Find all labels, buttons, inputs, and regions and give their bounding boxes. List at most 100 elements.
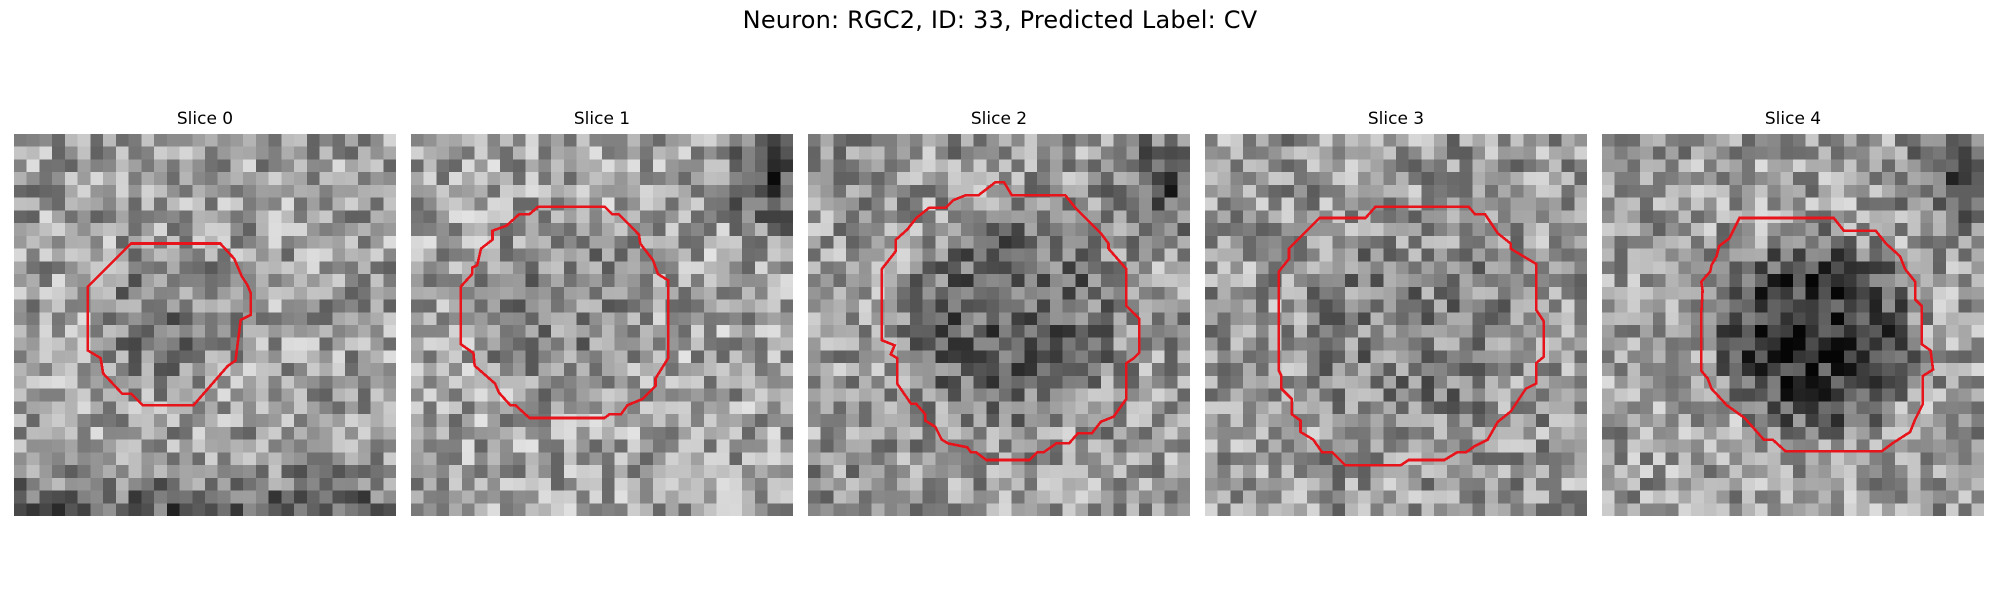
pixel	[897, 312, 910, 325]
pixel	[961, 503, 974, 516]
pixel	[1307, 338, 1320, 351]
pixel	[1844, 274, 1857, 287]
pixel	[1371, 478, 1384, 491]
pixel	[1511, 440, 1524, 453]
pixel	[192, 210, 205, 223]
pixel	[294, 185, 307, 198]
pixel	[538, 147, 551, 160]
pixel	[768, 465, 781, 478]
pixel	[52, 236, 65, 249]
pixel	[39, 325, 52, 338]
pixel	[961, 261, 974, 274]
pixel	[294, 389, 307, 402]
pixel	[1742, 338, 1755, 351]
pixel	[1332, 147, 1345, 160]
pixel	[281, 210, 294, 223]
pixel	[615, 185, 628, 198]
pixel	[269, 210, 282, 223]
pixel	[1294, 478, 1307, 491]
pixel	[1230, 198, 1243, 211]
pixel	[1755, 172, 1768, 185]
pixel	[910, 287, 923, 300]
pixel	[1959, 159, 1972, 172]
pixel	[180, 261, 193, 274]
pixel	[1460, 134, 1473, 147]
pixel	[1218, 389, 1231, 402]
pixel	[103, 159, 116, 172]
pixel	[1294, 312, 1307, 325]
pixel	[383, 134, 396, 147]
pixel	[1717, 427, 1730, 440]
pixel	[1895, 401, 1908, 414]
pixel	[167, 427, 180, 440]
pixel	[14, 159, 27, 172]
pixel	[1050, 249, 1063, 262]
pixel	[1895, 363, 1908, 376]
pixel	[1574, 287, 1587, 300]
pixel	[1653, 147, 1666, 160]
pixel	[424, 389, 437, 402]
pixel	[500, 134, 513, 147]
pixel	[1536, 376, 1549, 389]
pixel	[1243, 325, 1256, 338]
pixel	[103, 503, 116, 516]
pixel	[1075, 389, 1088, 402]
pixel	[1793, 300, 1806, 313]
pixel	[1562, 338, 1575, 351]
pixel	[1447, 350, 1460, 363]
pixel	[1768, 274, 1781, 287]
pixel	[1653, 236, 1666, 249]
pixel	[1218, 465, 1231, 478]
pixel	[90, 134, 103, 147]
pixel	[1920, 185, 1933, 198]
pixel	[39, 159, 52, 172]
pixel	[52, 401, 65, 414]
pixel	[307, 249, 320, 262]
pixel	[129, 147, 142, 160]
pixel	[742, 147, 755, 160]
pixel	[154, 325, 167, 338]
pixel	[1959, 312, 1972, 325]
pixel	[910, 452, 923, 465]
pixel	[897, 210, 910, 223]
pixel	[1806, 452, 1819, 465]
pixel	[1177, 376, 1190, 389]
pixel	[704, 389, 717, 402]
pixel	[332, 261, 345, 274]
pixel	[1485, 172, 1498, 185]
pixel	[577, 198, 590, 211]
pixel	[1126, 223, 1139, 236]
pixel	[1653, 172, 1666, 185]
pixel	[551, 147, 564, 160]
pixel	[167, 478, 180, 491]
pixel	[345, 223, 358, 236]
pixel	[1307, 389, 1320, 402]
pixel	[1729, 236, 1742, 249]
pixel	[1101, 325, 1114, 338]
pixel	[103, 287, 116, 300]
pixel	[1434, 172, 1447, 185]
pixel	[462, 300, 475, 313]
pixel	[1844, 236, 1857, 249]
pixel	[897, 363, 910, 376]
pixel	[704, 210, 717, 223]
pixel	[371, 312, 384, 325]
pixel	[602, 440, 615, 453]
pixel	[859, 287, 872, 300]
pixel	[141, 172, 154, 185]
pixel	[475, 287, 488, 300]
pixel	[256, 159, 269, 172]
pixel	[1063, 478, 1076, 491]
pixel	[1678, 427, 1691, 440]
pixel	[1485, 261, 1498, 274]
pixel	[1434, 210, 1447, 223]
pixel	[1498, 363, 1511, 376]
pixel	[1421, 274, 1434, 287]
pixel	[564, 465, 577, 478]
pixel	[1666, 427, 1679, 440]
pixel	[1114, 350, 1127, 363]
pixel	[332, 363, 345, 376]
pixel	[320, 503, 333, 516]
pixel	[935, 465, 948, 478]
pixel	[859, 300, 872, 313]
